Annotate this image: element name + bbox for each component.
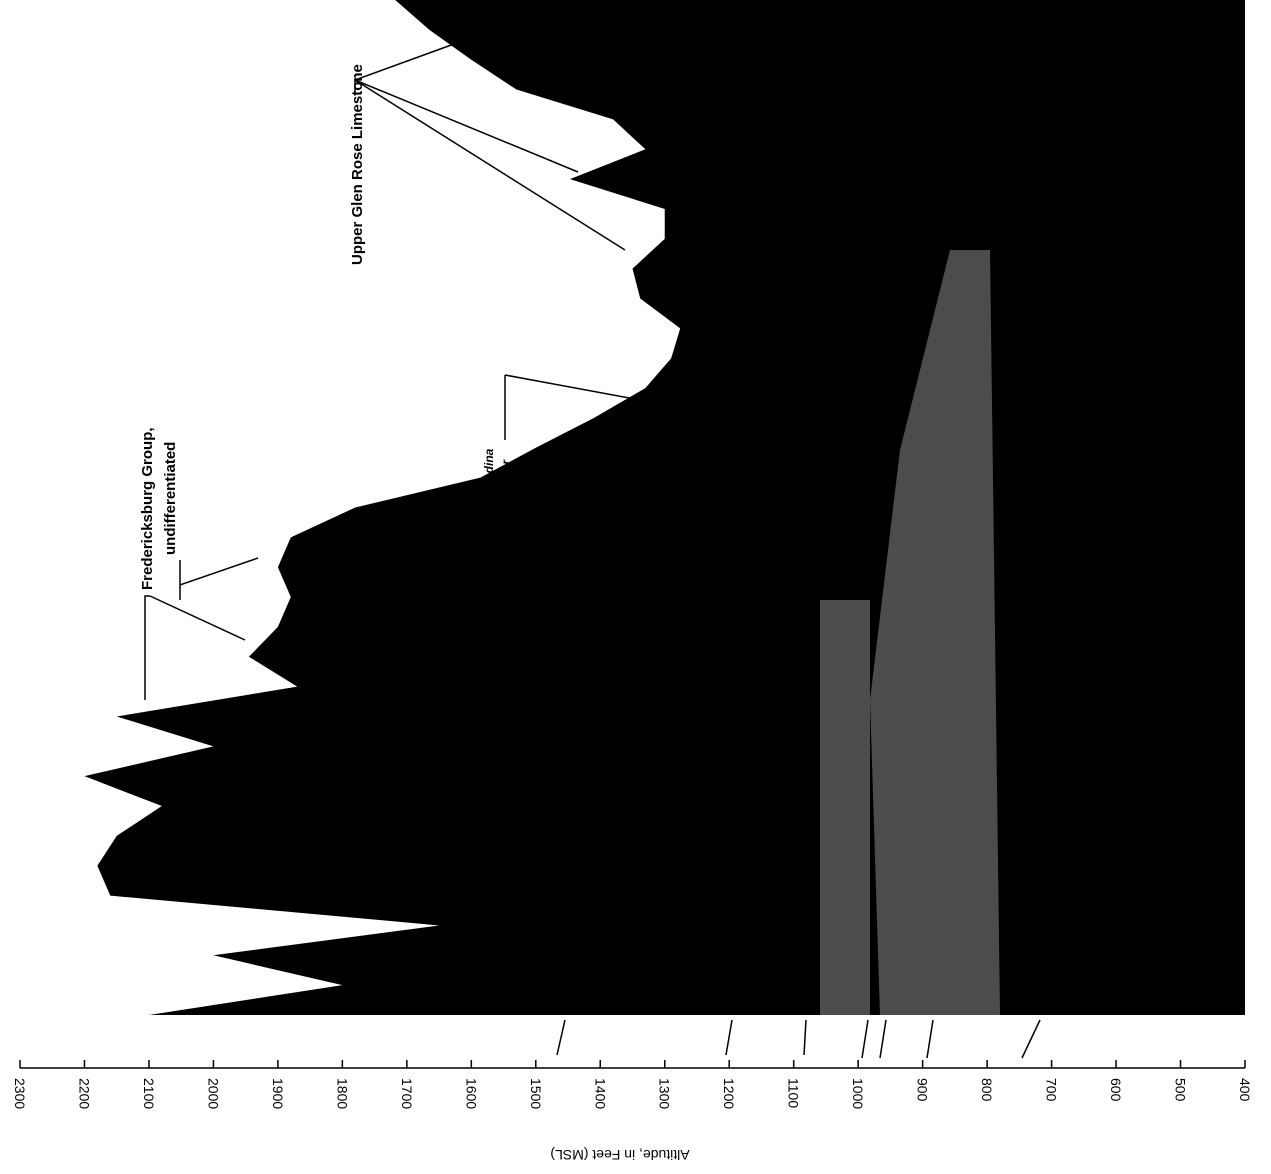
page: Upper Glen Rose Limestone Fredericksburg…: [0, 0, 1271, 1174]
markers: [557, 1020, 1040, 1058]
terrain-profile: [84, 0, 1245, 1015]
chart: Upper Glen Rose Limestone Fredericksburg…: [0, 0, 1271, 1174]
axis-title: Altitude, in Feet (MSL): [550, 1147, 689, 1163]
annotation: undifferentiated: [162, 442, 179, 555]
annotation: Upper Glen Rose Limestone: [349, 64, 366, 265]
x-tick-label: 1300: [657, 1078, 673, 1109]
x-tick-label: 1900: [270, 1078, 286, 1109]
x-tick-label: 1000: [850, 1078, 866, 1109]
x-tick-label: 600: [1108, 1078, 1124, 1102]
x-tick-label: 2200: [76, 1078, 92, 1109]
x-tick-label: 900: [915, 1078, 931, 1102]
x-tick-label: 400: [1237, 1078, 1253, 1102]
x-tick-label: 1100: [786, 1078, 802, 1108]
x-tick-label: 800: [979, 1078, 995, 1102]
strata-band: [820, 600, 870, 1015]
plot: [84, 0, 1245, 1015]
x-tick-label: 700: [1044, 1078, 1060, 1102]
x-tick-label: 1400: [592, 1078, 608, 1109]
x-tick-label: 1200: [721, 1078, 737, 1109]
annotation: Medina: [482, 448, 496, 490]
x-tick-label: 1500: [528, 1078, 544, 1109]
annotation: River: [499, 459, 513, 490]
x-tick-label: 2100: [141, 1078, 157, 1109]
annotation: Fredericksburg Group,: [139, 427, 156, 590]
x-tick-label: 1800: [334, 1078, 350, 1109]
x-tick-label: 500: [1173, 1078, 1189, 1102]
x-tick-label: 2300: [12, 1078, 28, 1109]
x-tick-label: 2000: [205, 1078, 221, 1109]
x-tick-label: 1700: [399, 1078, 415, 1109]
x-tick-label: 1600: [463, 1078, 479, 1109]
